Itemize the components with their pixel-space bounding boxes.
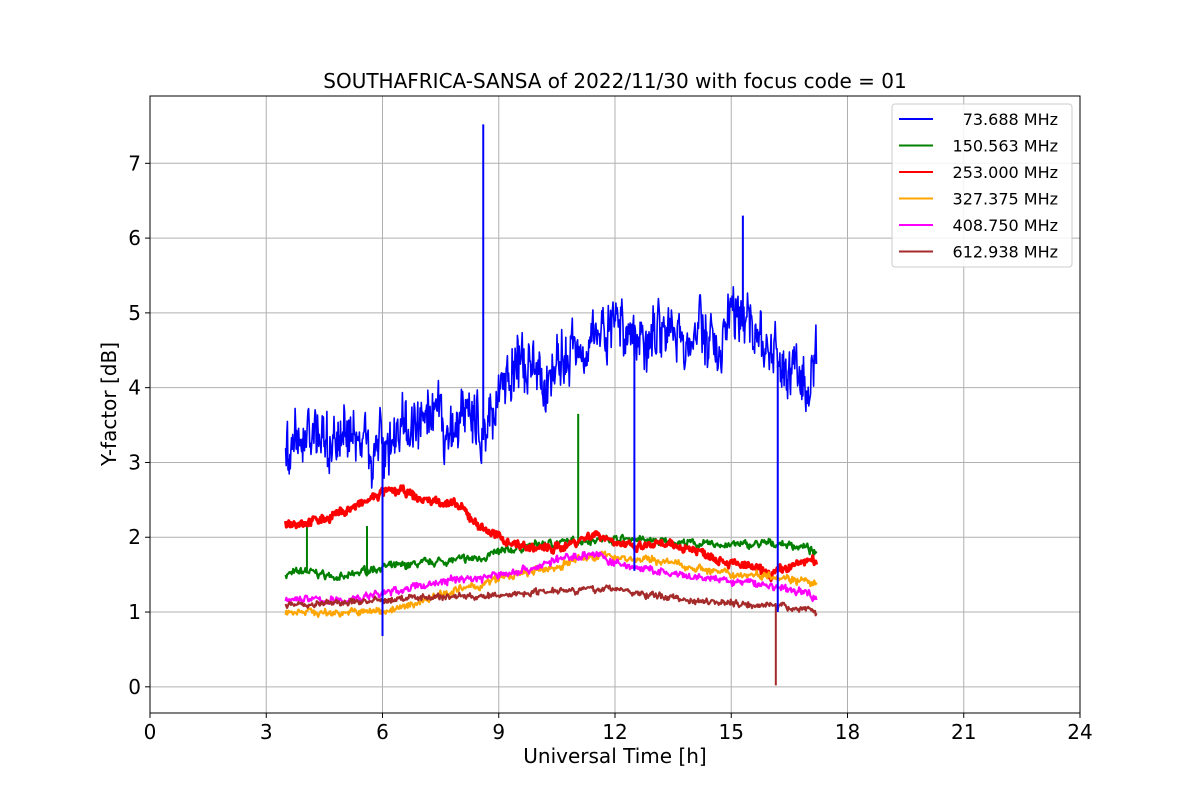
x-tick-label: 6 [376,720,389,744]
y-tick-label: 6 [128,226,141,250]
x-tick-label: 0 [144,720,157,744]
x-tick-label: 18 [835,720,860,744]
chart-title: SOUTHAFRICA-SANSA of 2022/11/30 with foc… [323,69,907,93]
y-tick-label: 2 [128,525,141,549]
y-tick-label: 0 [128,675,141,699]
x-tick-label: 24 [1067,720,1092,744]
y-tick-label: 4 [128,376,141,400]
y-tick-label: 3 [128,450,141,474]
x-tick-label: 9 [492,720,505,744]
legend-entry: 253.000 MHz [953,163,1058,182]
legend-box [891,103,1073,268]
series-line [284,533,818,581]
legend-entry: 408.750 MHz [953,216,1058,235]
y-axis-label: Y-factor [dB] [97,342,121,467]
x-tick-label: 3 [260,720,273,744]
y-axis-ticks: 0 1 2 3 4 5 6 7 [128,151,150,699]
x-axis-label: Universal Time [h] [523,744,706,768]
series-line [284,484,819,583]
y-tick-label: 5 [128,301,141,325]
legend-entry: 150.563 MHz [953,137,1058,156]
series-line [284,286,818,489]
x-tick-label: 15 [719,720,744,744]
series-line [284,584,818,617]
y-tick-label: 1 [128,600,141,624]
series-group [284,124,819,686]
legend: 73.688 MHz 150.563 MHz 253.000 MHz 327.375 … [891,103,1073,268]
series-line [284,550,818,605]
series-line [284,550,818,618]
legend-entry: 612.938 MHz [953,243,1058,262]
y-tick-label: 7 [128,151,141,175]
legend-entry: 73.688 MHz [963,110,1058,129]
legend-entry: 327.375 MHz [953,190,1058,209]
x-tick-label: 21 [951,720,976,744]
x-tick-label: 12 [602,720,627,744]
x-axis-ticks: 0 3 6 9 12 15 18 21 24 [144,713,1093,744]
